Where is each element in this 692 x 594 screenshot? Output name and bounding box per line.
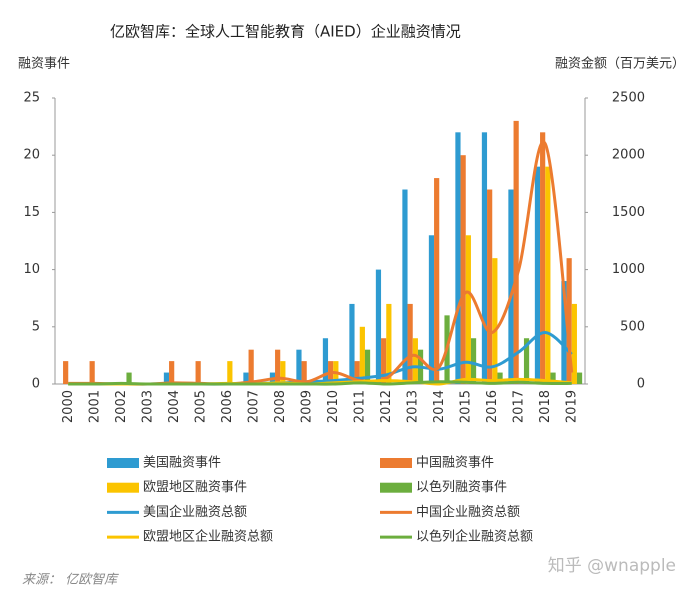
- bar: [402, 189, 408, 384]
- bar: [497, 372, 503, 384]
- bar: [508, 189, 514, 384]
- line: [68, 380, 572, 386]
- watermark: 知乎 @wnapple: [548, 556, 676, 576]
- bar: [381, 338, 387, 384]
- legend-label: 欧盟地区融资事件: [143, 480, 247, 495]
- x-tick-label: 2015: [458, 390, 473, 423]
- bar: [195, 361, 201, 384]
- x-tick-label: 2012: [379, 390, 394, 423]
- x-tick-label: 2016: [485, 390, 500, 423]
- bar: [540, 132, 546, 384]
- x-tick-label: 2013: [405, 390, 420, 423]
- bar: [386, 303, 392, 384]
- bar: [428, 235, 435, 384]
- y-tick-label: 5: [32, 319, 40, 334]
- x-tick-label: 2002: [114, 390, 129, 423]
- legend-label: 中国企业融资总额: [416, 504, 520, 520]
- bar: [460, 155, 466, 384]
- x-tick-label: 2010: [326, 390, 341, 423]
- bar: [576, 372, 583, 384]
- bar: [301, 361, 307, 384]
- y2-axis-title: 融资金额（百万美元）: [555, 56, 685, 72]
- y2-tick-label: 2500: [612, 91, 645, 106]
- y-tick-label: 20: [23, 148, 40, 163]
- legend-swatch: [380, 458, 412, 468]
- bar: [354, 361, 360, 384]
- bar: [163, 372, 170, 384]
- bar: [481, 132, 488, 384]
- y-tick-label: 25: [23, 91, 40, 106]
- x-tick-label: 2005: [193, 390, 208, 423]
- bar: [296, 349, 302, 384]
- bar: [248, 349, 254, 384]
- legend-label: 以色列融资事件: [416, 479, 507, 495]
- x-tick-label: 2018: [538, 390, 553, 423]
- y2-tick-label: 1500: [612, 205, 645, 220]
- bar: [561, 281, 567, 384]
- bar: [126, 372, 132, 384]
- legend-swatch: [380, 482, 412, 493]
- legend-label: 以色列企业融资总额: [416, 529, 533, 545]
- x-tick-label: 2017: [511, 390, 526, 423]
- bar: [364, 349, 371, 384]
- y-tick-label: 15: [23, 205, 40, 220]
- y2-tick-label: 500: [620, 319, 645, 334]
- y-axis-title: 融资事件: [18, 57, 70, 72]
- bar: [322, 338, 329, 384]
- x-tick-label: 2000: [61, 390, 76, 423]
- bar: [63, 361, 69, 384]
- bar: [89, 361, 95, 384]
- bar: [465, 235, 471, 384]
- y2-tick-label: 0: [637, 377, 645, 392]
- x-tick-label: 2006: [220, 390, 235, 423]
- bar: [407, 303, 413, 384]
- bar: [566, 258, 572, 384]
- bar: [434, 178, 440, 384]
- legend-label: 美国企业融资总额: [143, 504, 247, 520]
- legend-swatch: [107, 458, 139, 468]
- bar: [455, 132, 461, 384]
- bar: [492, 258, 498, 384]
- chart-title: 亿欧智库：全球人工智能教育（AIED）企业融资情况: [110, 23, 461, 41]
- bar: [359, 326, 365, 384]
- bar: [571, 303, 577, 384]
- bar: [275, 349, 281, 384]
- bar: [243, 372, 249, 384]
- bar: [169, 361, 175, 384]
- y2-tick-label: 2000: [612, 148, 645, 163]
- bar: [412, 338, 418, 384]
- bar: [470, 338, 477, 384]
- bar: [545, 166, 551, 384]
- bar: [513, 120, 519, 384]
- x-tick-label: 2009: [299, 390, 314, 423]
- bar: [550, 372, 556, 384]
- x-tick-label: 2001: [87, 390, 102, 423]
- x-tick-label: 2003: [140, 390, 155, 423]
- bar: [375, 269, 382, 384]
- bar: [349, 303, 355, 384]
- bar: [487, 189, 493, 384]
- legend-label: 美国融资事件: [143, 456, 221, 471]
- bar: [534, 166, 541, 384]
- bar: [523, 338, 530, 384]
- bar: [227, 361, 233, 384]
- y-tick-label: 0: [32, 377, 40, 392]
- x-tick-label: 2014: [432, 390, 447, 423]
- legend-label: 欧盟地区企业融资总额: [143, 529, 273, 545]
- bar: [280, 361, 286, 384]
- source: 来源： 亿欧智库: [22, 573, 119, 588]
- legend-swatch: [107, 482, 139, 493]
- y-tick-label: 10: [23, 262, 40, 277]
- x-tick-label: 2004: [167, 390, 182, 423]
- x-tick-label: 2008: [273, 390, 288, 423]
- y2-tick-label: 1000: [612, 262, 645, 277]
- x-tick-label: 2007: [246, 390, 261, 423]
- x-tick-label: 2011: [352, 390, 367, 423]
- legend-label: 中国融资事件: [416, 456, 494, 471]
- x-tick-label: 2019: [564, 390, 579, 423]
